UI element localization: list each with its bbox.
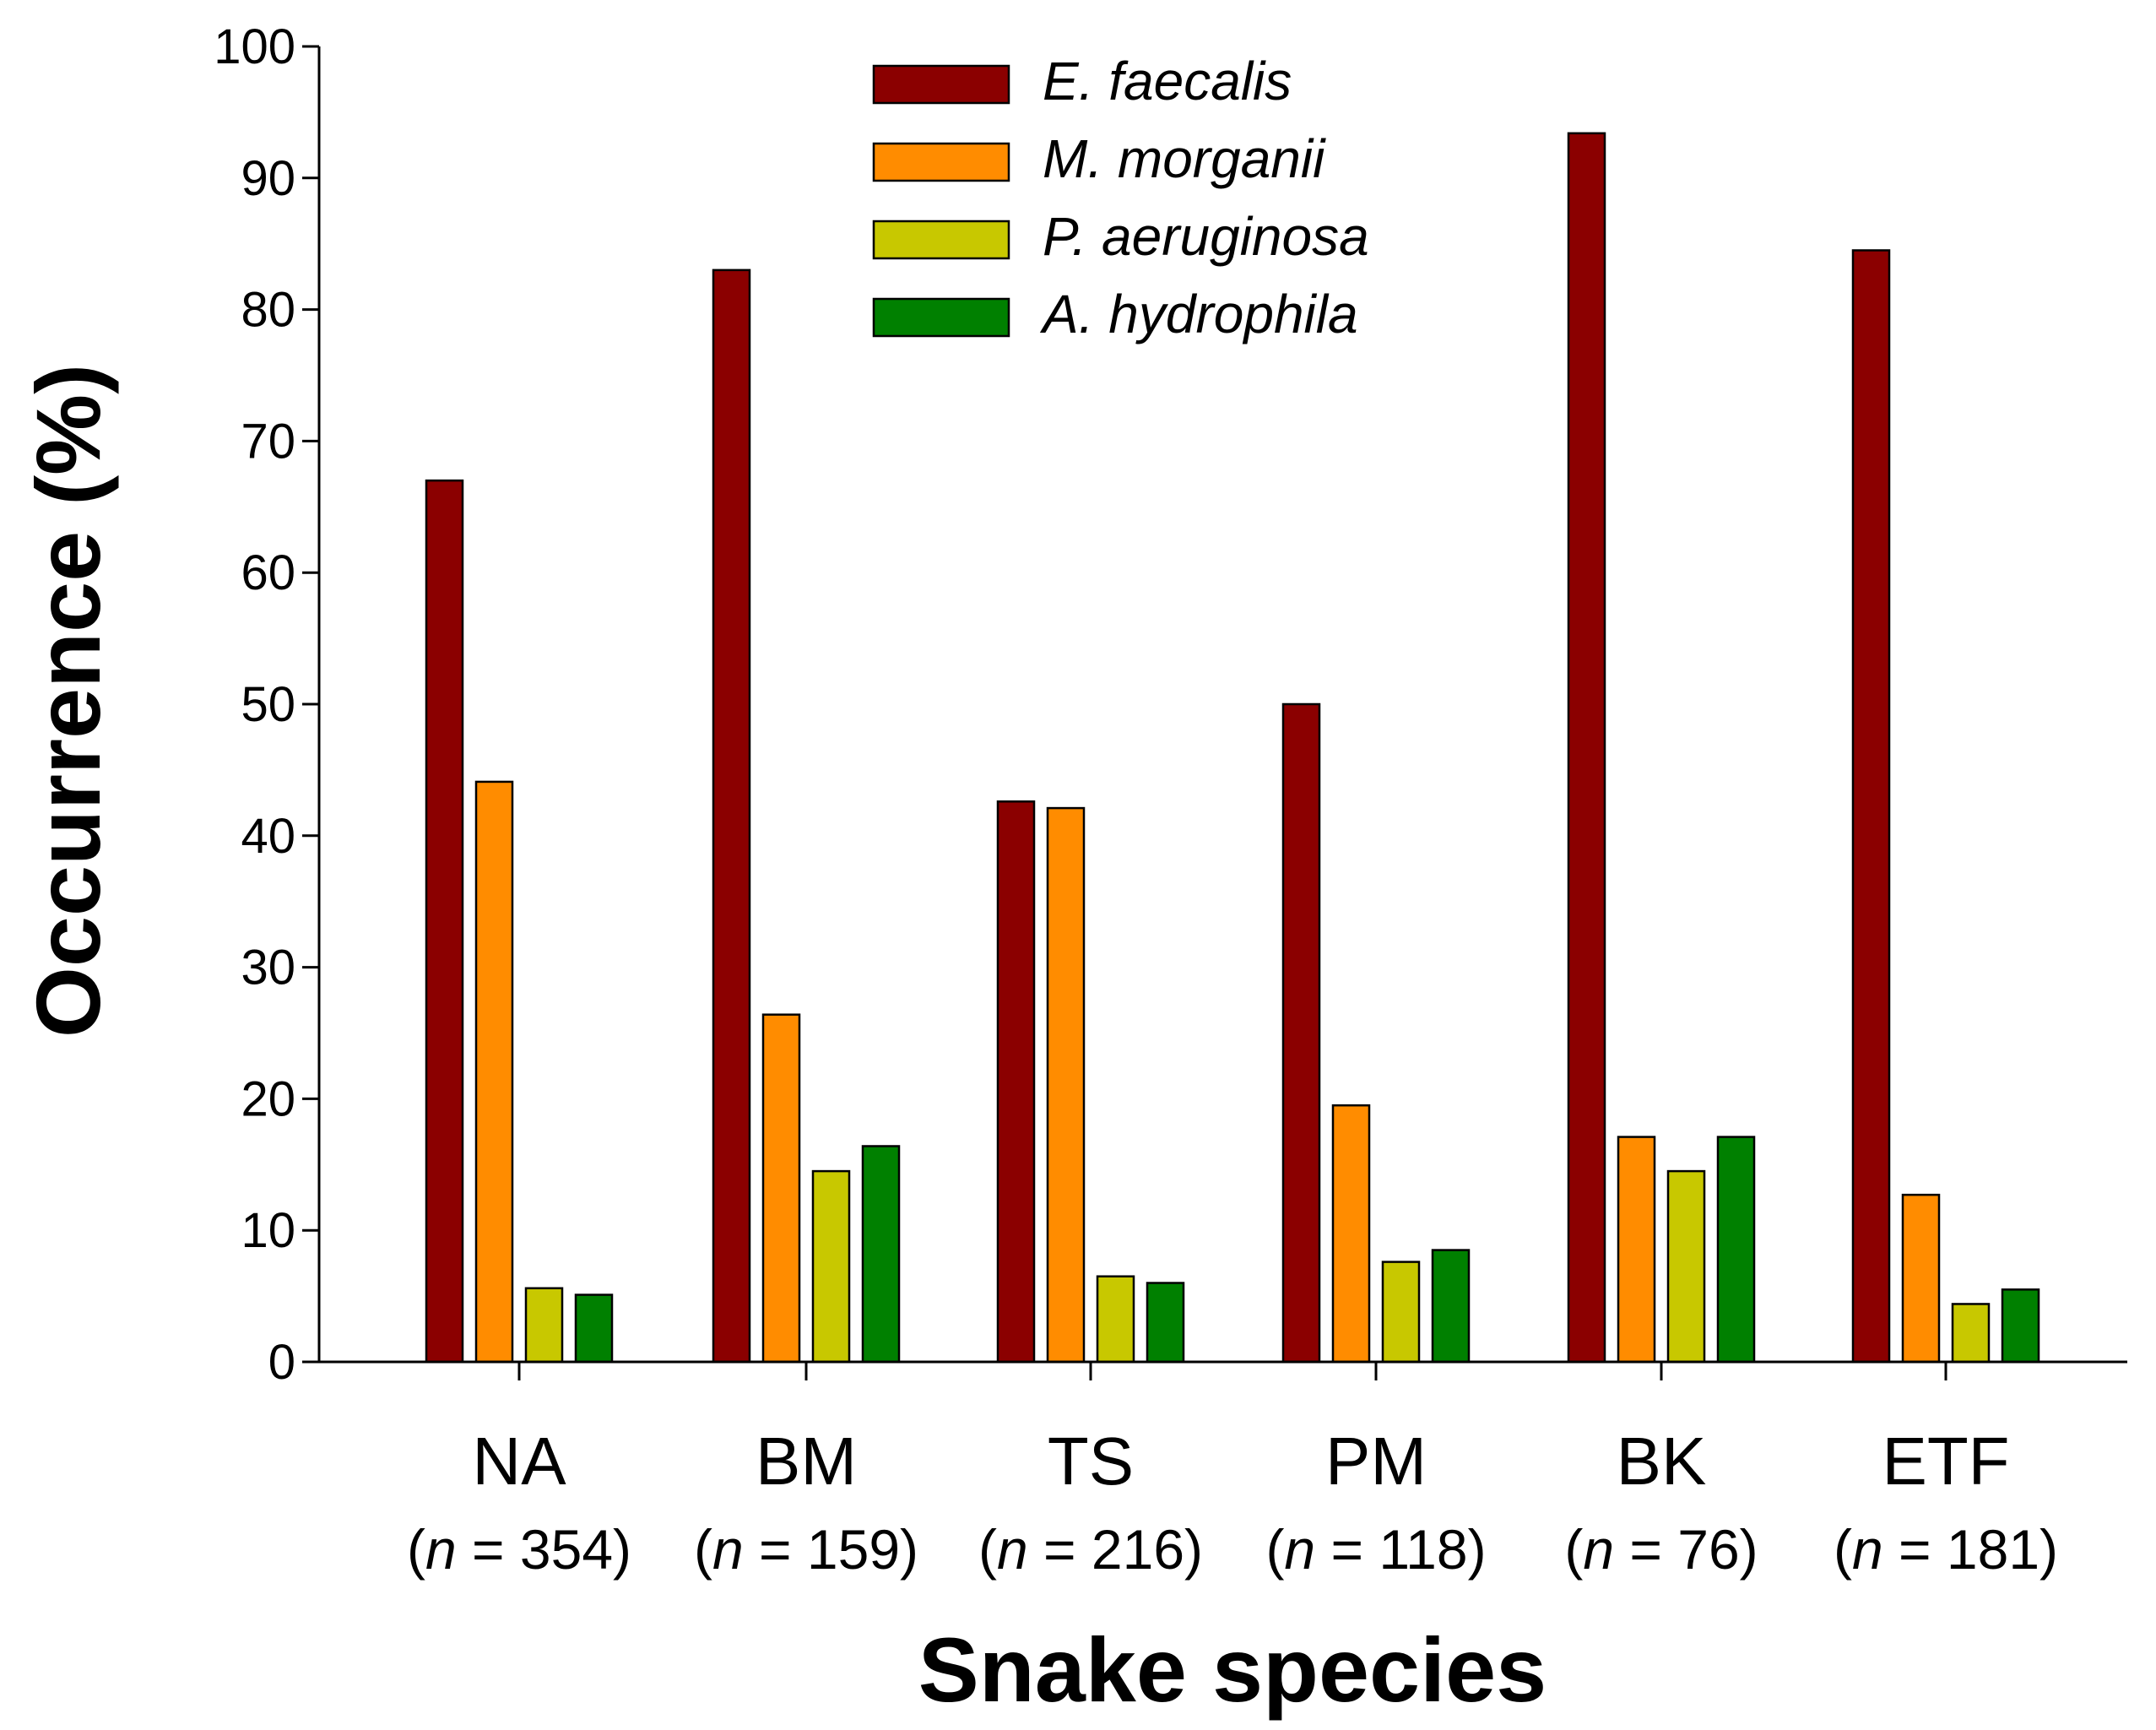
bar-bk-series-1: [1567, 132, 1606, 1364]
x-tick-label-bm: BM: [756, 1424, 857, 1499]
bar-pm-series-3: [1381, 1261, 1421, 1364]
bar-bm-series-3: [811, 1169, 851, 1364]
legend-swatch-3: [872, 220, 1010, 260]
legend-label-3: P. aeruginosa: [1043, 206, 1369, 267]
x-tick-label-etf: ETF: [1882, 1424, 2009, 1499]
legend-swatch-1: [872, 64, 1010, 105]
bar-pm-series-4: [1431, 1249, 1471, 1364]
y-tick-label-70: 70: [241, 414, 295, 469]
bar-bm-series-1: [712, 268, 751, 1364]
axes-layer: 0 10 20 30 40 50 60 70 80 90 100 NA (n = 354) BM (n = …: [214, 19, 2127, 1581]
bar-na-series-2: [474, 780, 514, 1364]
y-tick-label-100: 100: [214, 19, 295, 74]
y-tick-label-20: 20: [241, 1071, 295, 1126]
x-axis-title: Snake species: [918, 1619, 1547, 1721]
bar-pm-series-2: [1331, 1104, 1371, 1364]
x-tick-label-bk: BK: [1617, 1424, 1707, 1499]
legend: E. faecalis M. morganii P. aeruginosa A. hy…: [872, 51, 1369, 344]
bar-ts-series-3: [1096, 1275, 1135, 1364]
y-tick-label-90: 90: [241, 151, 295, 206]
bar-bk-series-4: [1716, 1136, 1756, 1364]
bar-etf-series-3: [1951, 1303, 1991, 1364]
bar-na-series-4: [574, 1293, 614, 1364]
bar-na-series-3: [524, 1287, 564, 1364]
y-tick-label-10: 10: [241, 1203, 295, 1258]
bar-etf-series-4: [2001, 1288, 2040, 1364]
bars-layer: [425, 132, 2040, 1364]
legend-swatch-4: [872, 297, 1010, 338]
y-tick-label-30: 30: [241, 941, 295, 995]
sample-size-label-na: (n = 354): [407, 1518, 631, 1581]
y-tick-label-0: 0: [268, 1335, 295, 1390]
bar-ts-series-1: [996, 800, 1036, 1364]
bar-bk-series-2: [1617, 1136, 1656, 1364]
sample-size-label-etf: (n = 181): [1834, 1518, 2058, 1581]
legend-label-4: A. hydrophila: [1039, 284, 1358, 344]
legend-swatch-2: [872, 142, 1010, 182]
bar-bk-series-3: [1666, 1169, 1706, 1364]
bar-bm-series-4: [861, 1145, 901, 1364]
bar-ts-series-4: [1146, 1282, 1185, 1364]
bar-pm-series-1: [1281, 702, 1321, 1364]
x-tick-label-ts: TS: [1048, 1424, 1134, 1499]
bar-etf-series-2: [1901, 1193, 1941, 1364]
sample-size-label-ts: (n = 216): [978, 1518, 1203, 1581]
sample-size-label-bm: (n = 159): [694, 1518, 918, 1581]
y-tick-label-60: 60: [241, 545, 295, 600]
sample-size-label-pm: (n = 118): [1265, 1518, 1486, 1581]
y-tick-label-40: 40: [241, 809, 295, 864]
x-tick-label-pm: PM: [1325, 1424, 1427, 1499]
bar-ts-series-2: [1046, 806, 1086, 1364]
bar-etf-series-1: [1851, 249, 1891, 1364]
sample-size-label-bk: (n = 76): [1564, 1518, 1758, 1581]
legend-label-2: M. morganii: [1043, 128, 1326, 189]
y-tick-label-50: 50: [241, 677, 295, 732]
bar-bm-series-2: [761, 1013, 801, 1364]
y-tick-label-80: 80: [241, 283, 295, 338]
bar-na-series-1: [425, 479, 464, 1364]
x-tick-label-na: NA: [472, 1424, 566, 1499]
y-axis-title: Occurrence (%): [17, 364, 119, 1038]
legend-label-1: E. faecalis: [1043, 51, 1292, 111]
